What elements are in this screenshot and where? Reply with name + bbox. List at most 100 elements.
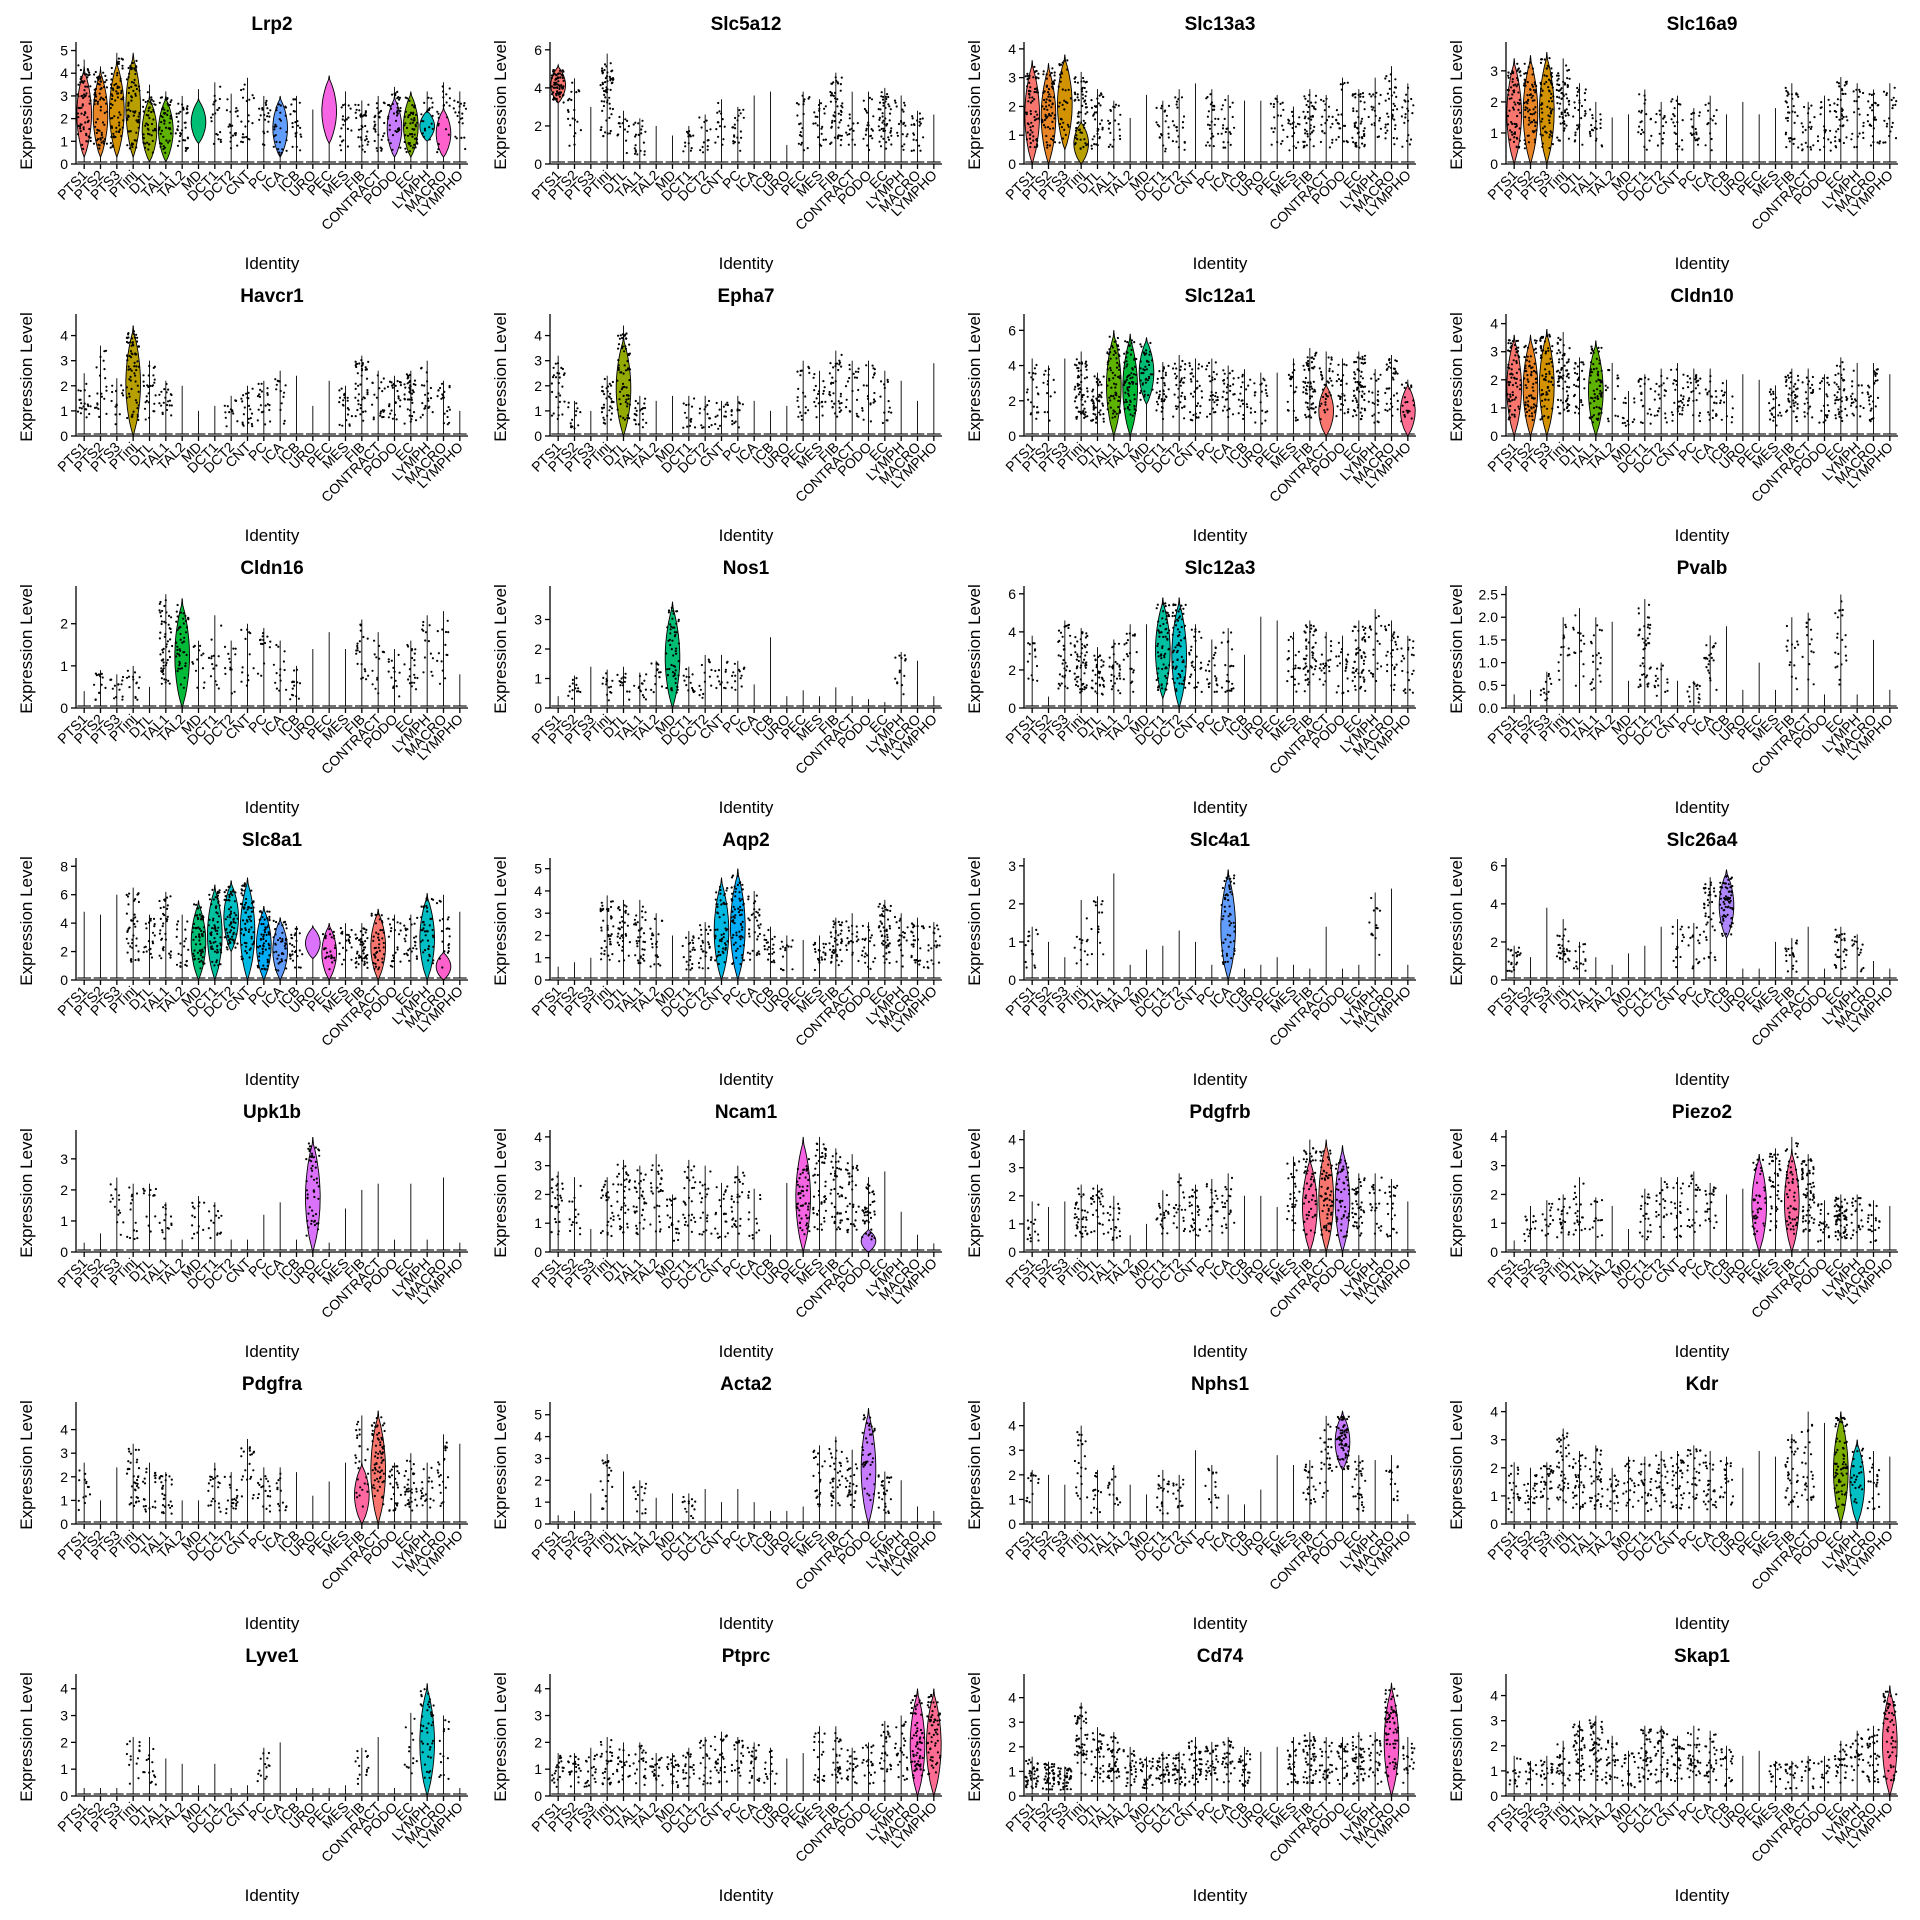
cell-point xyxy=(110,78,113,81)
cell-point xyxy=(127,91,130,95)
cell-point xyxy=(184,146,187,150)
cell-point xyxy=(118,413,121,416)
cell-point xyxy=(341,118,344,121)
cell-point xyxy=(341,424,344,427)
cell-point xyxy=(1785,146,1788,149)
cell-point xyxy=(102,359,105,362)
cell-point xyxy=(1305,130,1308,133)
cell-point xyxy=(718,424,722,427)
cell-point xyxy=(1081,403,1084,406)
cell-point xyxy=(1129,413,1132,416)
cell-point xyxy=(1677,102,1680,106)
cell-point xyxy=(561,87,564,90)
cell-point xyxy=(1131,368,1134,371)
cell-point xyxy=(154,129,157,132)
cell-point xyxy=(372,418,375,421)
cell-point xyxy=(102,71,105,74)
cell-point xyxy=(1405,93,1408,96)
cell-point xyxy=(406,408,409,411)
cell-point xyxy=(869,402,872,405)
cell-point xyxy=(388,403,391,406)
cell-point xyxy=(76,133,80,136)
cell-point xyxy=(1531,67,1534,70)
cell-point xyxy=(176,129,179,132)
cell-point xyxy=(1119,137,1122,141)
cell-point xyxy=(136,360,139,363)
cell-point xyxy=(1511,106,1515,109)
y-tick-label: 0 xyxy=(1008,156,1016,172)
cell-point xyxy=(1548,136,1551,139)
cell-point xyxy=(611,107,614,111)
cell-point xyxy=(135,333,138,336)
cell-point xyxy=(389,142,392,145)
cell-point xyxy=(1391,376,1394,379)
cell-point xyxy=(1809,146,1812,149)
cell-point xyxy=(411,389,414,392)
violin-body-TAL2 xyxy=(1122,333,1138,438)
cell-point xyxy=(1077,111,1080,114)
cell-point xyxy=(1060,63,1063,66)
cell-point xyxy=(165,403,169,407)
cell-point xyxy=(185,107,188,110)
cell-point xyxy=(1292,363,1295,366)
cell-point xyxy=(1112,138,1115,141)
cell-point xyxy=(437,389,440,392)
cell-point xyxy=(603,63,607,66)
cell-point xyxy=(1074,129,1078,132)
cell-point xyxy=(1174,96,1177,99)
cell-point xyxy=(840,76,843,79)
cell-point xyxy=(1110,344,1113,347)
cell-point xyxy=(919,149,922,152)
cell-point xyxy=(1565,93,1568,96)
cell-point xyxy=(256,395,260,398)
cell-point xyxy=(1361,92,1365,95)
cell-point xyxy=(166,97,169,100)
cell-point xyxy=(259,114,262,117)
cell-point xyxy=(236,109,239,112)
cell-point xyxy=(1804,128,1807,132)
cell-point xyxy=(1337,113,1340,116)
cell-point xyxy=(624,347,628,350)
cell-point xyxy=(1581,143,1584,146)
cell-point xyxy=(636,402,640,405)
cell-point xyxy=(881,115,884,118)
cell-point xyxy=(131,143,135,146)
cell-point xyxy=(258,393,261,396)
cell-point xyxy=(1206,115,1209,118)
cell-point xyxy=(1200,396,1204,399)
cell-point xyxy=(836,81,839,84)
cell-point xyxy=(1514,348,1517,351)
cell-point xyxy=(177,120,180,123)
cell-point xyxy=(164,112,167,115)
cell-point xyxy=(1025,391,1029,394)
cell-point xyxy=(621,122,624,125)
cell-point xyxy=(1076,382,1079,385)
cell-point xyxy=(817,103,821,107)
cell-point xyxy=(1513,415,1516,418)
cell-point xyxy=(1298,116,1301,119)
cell-point xyxy=(1124,340,1127,343)
cell-point xyxy=(1878,140,1882,143)
cell-point xyxy=(1412,104,1415,107)
cell-point xyxy=(395,418,398,421)
cell-point xyxy=(182,108,185,111)
cell-point xyxy=(394,92,397,95)
cell-point xyxy=(85,140,88,143)
cell-point xyxy=(1117,348,1120,351)
cell-point xyxy=(83,113,86,116)
cell-point xyxy=(413,104,416,107)
cell-point xyxy=(1564,114,1567,117)
cell-point xyxy=(128,147,131,150)
cell-point xyxy=(437,143,440,146)
cell-point xyxy=(430,97,433,100)
cell-point xyxy=(1508,109,1511,112)
cell-point xyxy=(423,127,426,130)
cell-point xyxy=(1173,362,1176,365)
cell-point xyxy=(120,91,123,95)
cell-point xyxy=(838,361,842,364)
cell-point xyxy=(99,88,102,91)
cell-point xyxy=(1083,413,1086,416)
cell-point xyxy=(1510,97,1513,100)
cell-point xyxy=(1059,73,1062,76)
cell-point xyxy=(441,85,444,88)
